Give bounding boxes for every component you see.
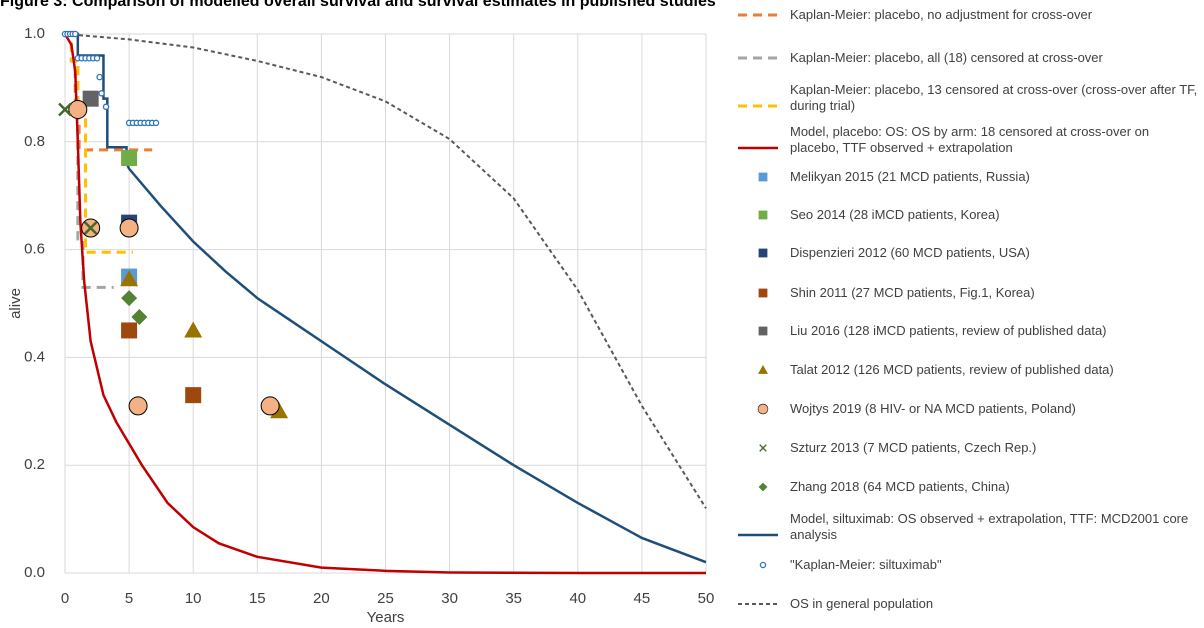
legend-label: Melikyan 2015 (21 MCD patients, Russia) bbox=[790, 169, 1030, 184]
legend-label: Kaplan-Meier: placebo, no adjustment for… bbox=[790, 7, 1093, 22]
legend-label: Szturz 2013 (7 MCD patients, Czech Rep.) bbox=[790, 440, 1037, 455]
marker bbox=[131, 308, 148, 325]
legend-swatch bbox=[758, 326, 768, 336]
marker bbox=[93, 55, 101, 62]
x-tick-label: 15 bbox=[249, 590, 266, 607]
legend-swatch bbox=[759, 561, 767, 569]
legend-label: Seo 2014 (28 iMCD patients, Korea) bbox=[790, 207, 1000, 222]
legend-label: "Kaplan-Meier: siltuximab" bbox=[790, 557, 942, 572]
x-axis-label: Years bbox=[367, 609, 405, 626]
legend-label: Liu 2016 (128 iMCD patients, review of p… bbox=[790, 323, 1107, 338]
marker bbox=[82, 90, 99, 107]
y-axis-label: alive bbox=[7, 288, 24, 319]
marker bbox=[98, 90, 105, 97]
marker bbox=[72, 30, 79, 38]
marker bbox=[260, 396, 280, 416]
legend-swatch bbox=[758, 288, 768, 298]
legend-swatch bbox=[758, 248, 768, 258]
legend-swatch bbox=[759, 444, 767, 452]
marker bbox=[120, 270, 139, 287]
x-tick-label: 35 bbox=[505, 590, 522, 607]
series-line bbox=[63, 33, 706, 575]
marker bbox=[152, 119, 160, 127]
x-tick-label: 30 bbox=[441, 590, 458, 607]
series-line bbox=[64, 33, 707, 509]
legend-label: Dispenzieri 2012 (60 MCD patients, USA) bbox=[790, 245, 1030, 260]
marker bbox=[119, 218, 139, 238]
x-tick-label: 5 bbox=[125, 590, 133, 607]
y-tick-label: 0.6 bbox=[24, 241, 45, 258]
marker bbox=[270, 402, 289, 419]
marker bbox=[96, 73, 103, 81]
x-tick-label: 20 bbox=[313, 590, 330, 607]
x-tick-label: 25 bbox=[377, 590, 394, 607]
marker bbox=[121, 290, 138, 307]
legend-label: Kaplan-Meier: placebo, 13 censored at cr… bbox=[790, 82, 1198, 113]
legend-label: Zhang 2018 (64 MCD patients, China) bbox=[790, 479, 1010, 494]
legend-swatch bbox=[758, 172, 768, 182]
legend-label: Model, placebo: OS: OS by arm: 18 censor… bbox=[790, 124, 1150, 155]
legend-swatch bbox=[757, 403, 769, 415]
marker bbox=[83, 221, 98, 235]
y-tick-label: 0.2 bbox=[24, 456, 45, 473]
x-tick-label: 40 bbox=[569, 590, 586, 607]
legend-label: Model, siltuximab: OS observed + extrapo… bbox=[790, 511, 1189, 542]
marker bbox=[121, 149, 138, 166]
marker bbox=[58, 102, 72, 117]
marker bbox=[68, 99, 88, 119]
legend-swatch bbox=[758, 210, 768, 220]
marker bbox=[184, 321, 203, 338]
x-tick-label: 50 bbox=[698, 590, 715, 607]
x-tick-label: 10 bbox=[185, 590, 202, 607]
marker bbox=[128, 396, 148, 416]
series-line bbox=[65, 32, 707, 564]
x-tick-label: 45 bbox=[634, 590, 651, 607]
legend-label: Kaplan-Meier: placebo, all (18) censored… bbox=[790, 50, 1103, 65]
legend-label: OS in general population bbox=[790, 596, 934, 611]
marker bbox=[185, 387, 202, 404]
legend-swatch bbox=[758, 365, 768, 374]
y-tick-label: 0.4 bbox=[24, 348, 45, 365]
legend-label: Wojtys 2019 (8 HIV- or NA MCD patients, … bbox=[790, 401, 1076, 416]
y-tick-label: 0.0 bbox=[24, 564, 45, 581]
legend-swatch bbox=[758, 482, 768, 492]
legend-label: Talat 2012 (126 MCD patients, review of … bbox=[790, 362, 1114, 377]
chart-title: Figure 3: Comparison of modelled overall… bbox=[0, 0, 716, 10]
y-tick-label: 0.8 bbox=[24, 133, 45, 150]
y-tick-label: 1.0 bbox=[24, 25, 45, 42]
legend-label: Shin 2011 (27 MCD patients, Fig.1, Korea… bbox=[790, 285, 1035, 300]
marker bbox=[121, 322, 138, 339]
x-tick-label: 0 bbox=[61, 590, 69, 607]
marker bbox=[102, 103, 110, 111]
